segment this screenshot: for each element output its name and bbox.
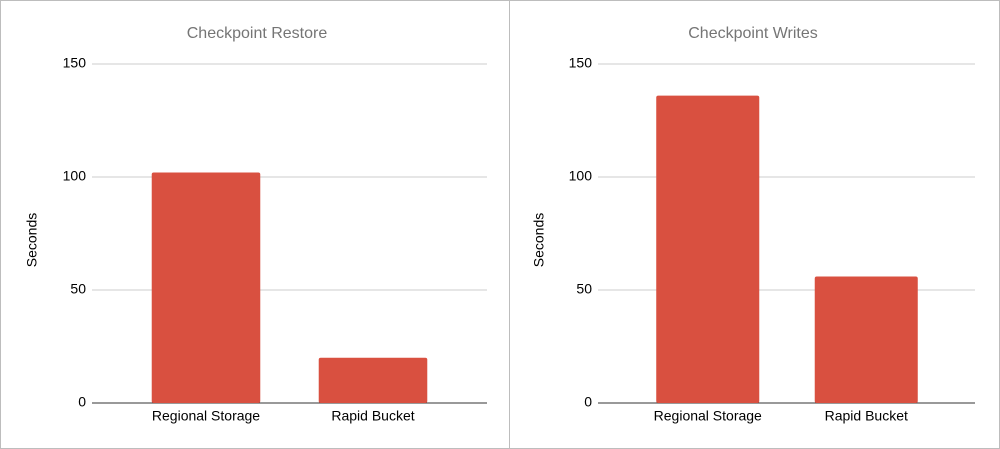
bar (318, 357, 428, 403)
y-tick-label: 0 (78, 394, 86, 410)
x-tick-label: Regional Storage (654, 408, 762, 424)
y-axis-label: Seconds (24, 213, 40, 267)
bar (656, 95, 760, 403)
y-tick-label: 0 (584, 394, 592, 410)
y-tick-label: 50 (576, 281, 592, 297)
chart-title: Checkpoint Restore (187, 25, 328, 42)
y-axis-label: Seconds (531, 213, 547, 267)
bar (151, 172, 261, 403)
y-tick-label: 50 (70, 281, 86, 297)
bar (814, 276, 918, 403)
y-tick-label: 100 (63, 168, 87, 184)
x-tick-label: Rapid Bucket (331, 408, 414, 424)
y-tick-label: 150 (63, 55, 87, 71)
x-tick-label: Rapid Bucket (825, 408, 908, 424)
chart-title: Checkpoint Writes (688, 25, 818, 42)
y-tick-label: 150 (569, 55, 593, 71)
x-tick-label: Regional Storage (152, 408, 260, 424)
y-tick-label: 100 (569, 168, 593, 184)
